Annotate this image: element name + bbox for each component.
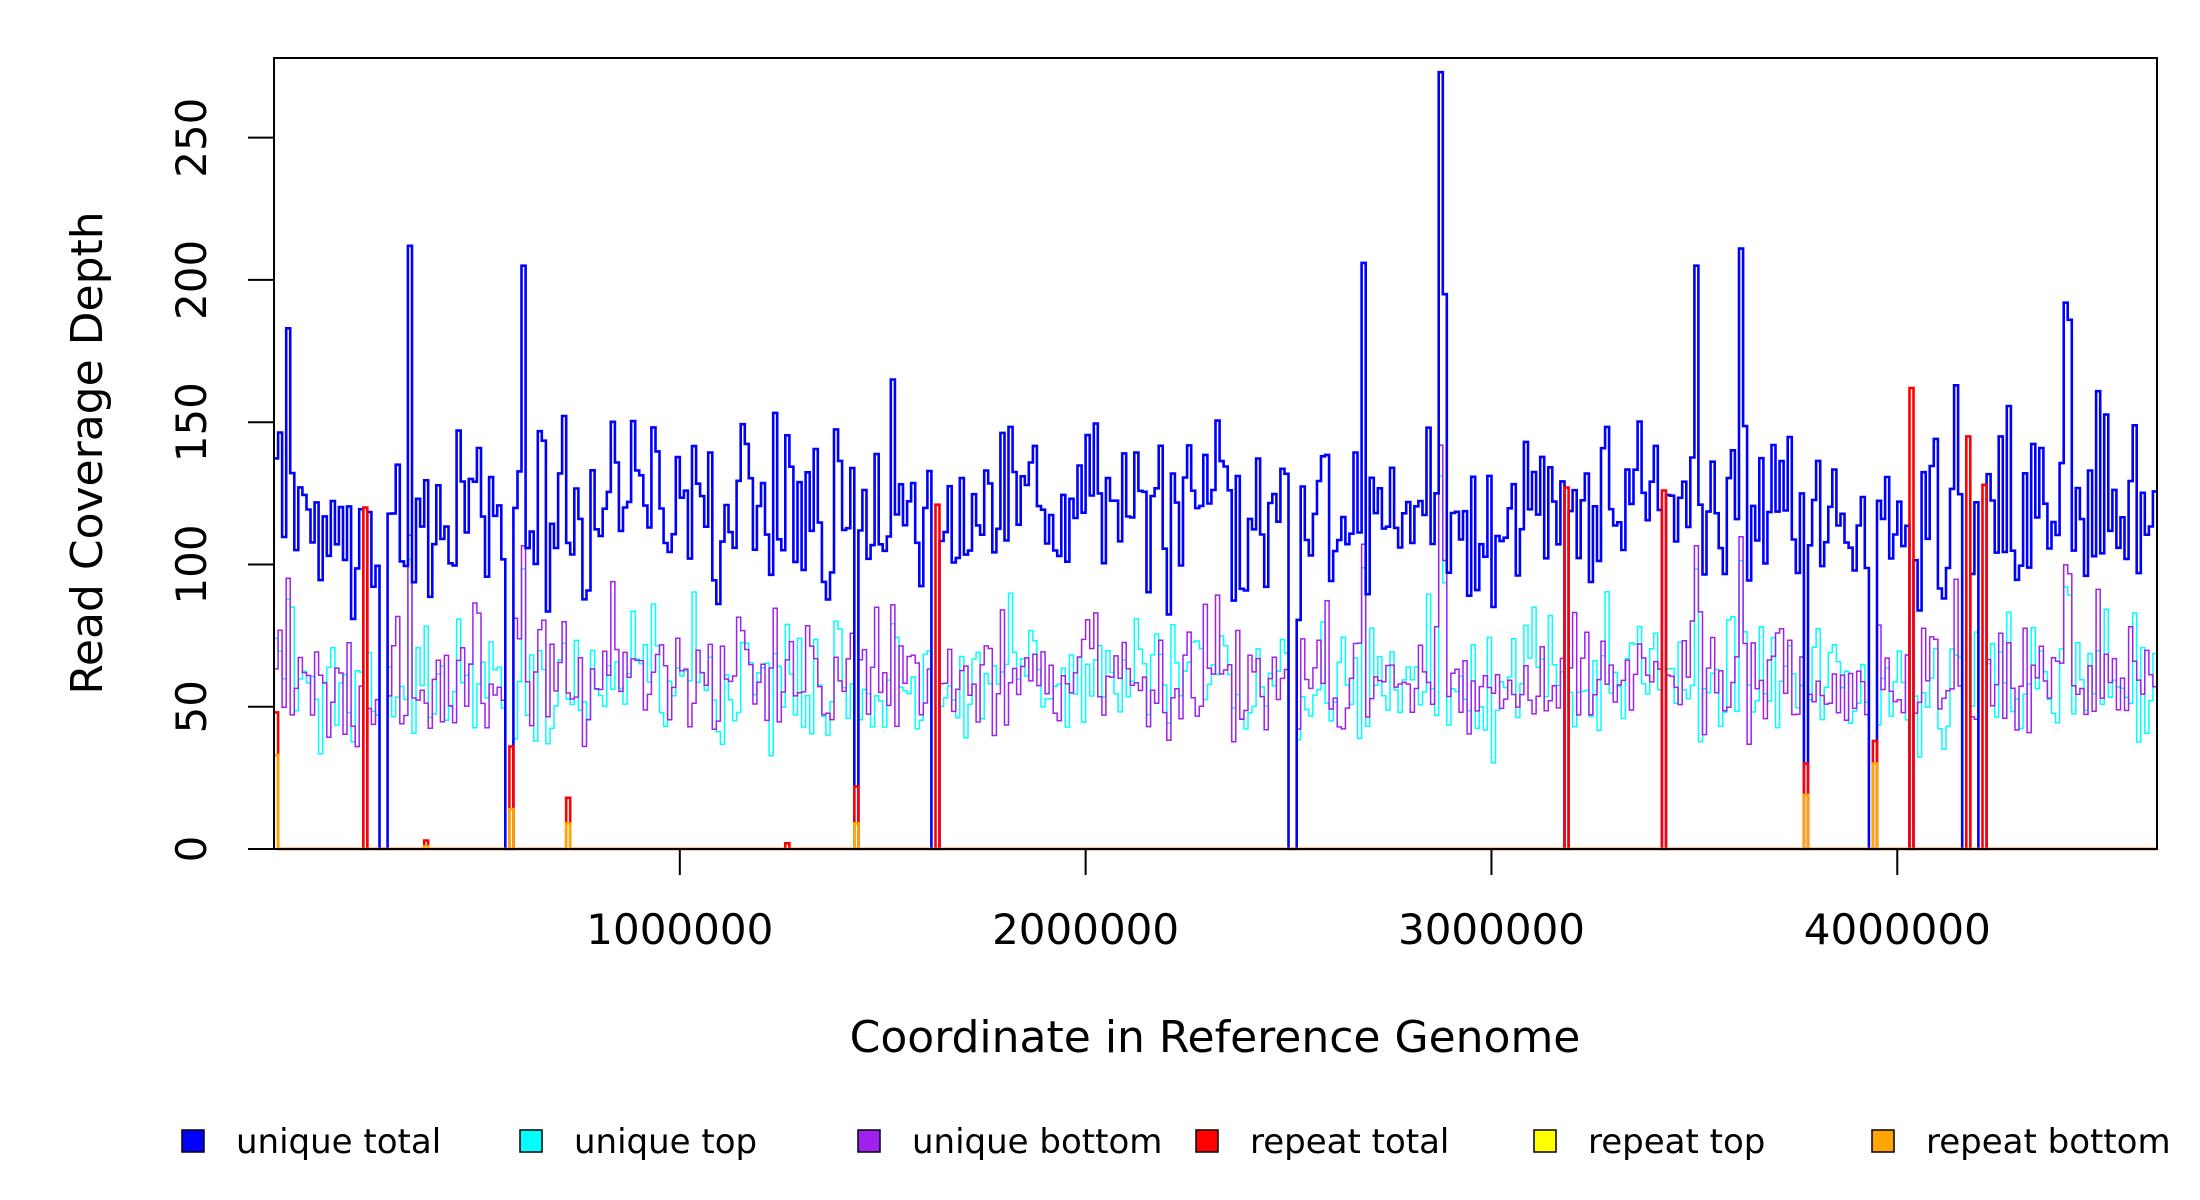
legend-label-repeat-total: repeat total: [1250, 1122, 1449, 1162]
legend-swatch-unique-total: [181, 1129, 205, 1153]
x-tick-label: 1000000: [586, 905, 773, 954]
legend-label-unique-total: unique total: [236, 1122, 441, 1162]
y-tick-label: 0: [167, 836, 216, 863]
legend-swatch-repeat-top: [1533, 1129, 1557, 1153]
y-tick-label: 150: [167, 382, 216, 462]
x-tick-label: 2000000: [992, 905, 1179, 954]
y-tick-label: 200: [167, 240, 216, 320]
series-unique-total: [274, 70, 2157, 851]
y-tick-label: 100: [167, 524, 216, 604]
legend-swatch-repeat-total: [1195, 1129, 1219, 1153]
legend-label-unique-top: unique top: [574, 1122, 757, 1162]
x-tick-label: 3000000: [1398, 905, 1585, 954]
y-tick-label: 50: [167, 680, 216, 733]
legend: unique total unique top unique bottom repea…: [181, 1122, 2171, 1162]
legend-swatch-unique-bottom: [857, 1129, 881, 1153]
legend-swatch-repeat-bottom: [1871, 1129, 1895, 1153]
series-unique-bottom: [274, 444, 2157, 850]
x-axis-title: Coordinate in Reference Genome: [850, 1012, 1581, 1063]
y-tick-label: 250: [167, 98, 216, 178]
x-tick-label: 4000000: [1804, 905, 1991, 954]
legend-swatch-unique-top: [519, 1129, 543, 1153]
y-axis-title: Read Coverage Depth: [62, 211, 113, 694]
legend-label-repeat-top: repeat top: [1588, 1122, 1765, 1162]
legend-label-unique-bottom: unique bottom: [912, 1122, 1162, 1162]
legend-label-repeat-bottom: repeat bottom: [1926, 1122, 2171, 1162]
axes-layer: 0 50 100 150 200 250 1000000 2000000 3000000 4000…: [167, 98, 1991, 954]
